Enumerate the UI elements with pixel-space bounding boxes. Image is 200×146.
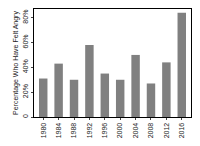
svg-text:2016: 2016: [178, 123, 185, 139]
svg-text:2004: 2004: [132, 123, 139, 139]
svg-text:2008: 2008: [147, 123, 154, 139]
svg-text:2012: 2012: [163, 123, 170, 139]
svg-text:Percentage Who Have Felt Angry: Percentage Who Have Felt Angry: [12, 11, 20, 115]
svg-text:1988: 1988: [70, 123, 77, 139]
svg-text:1992: 1992: [86, 123, 93, 139]
svg-text:0: 0: [22, 114, 29, 118]
svg-text:80%: 80%: [22, 10, 29, 24]
svg-text:20%: 20%: [22, 84, 29, 98]
svg-text:1996: 1996: [101, 123, 108, 139]
svg-text:1984: 1984: [55, 123, 62, 139]
svg-text:1980: 1980: [40, 123, 47, 139]
svg-text:60%: 60%: [22, 34, 29, 48]
svg-text:2000: 2000: [116, 123, 123, 139]
svg-text:40%: 40%: [22, 59, 29, 73]
